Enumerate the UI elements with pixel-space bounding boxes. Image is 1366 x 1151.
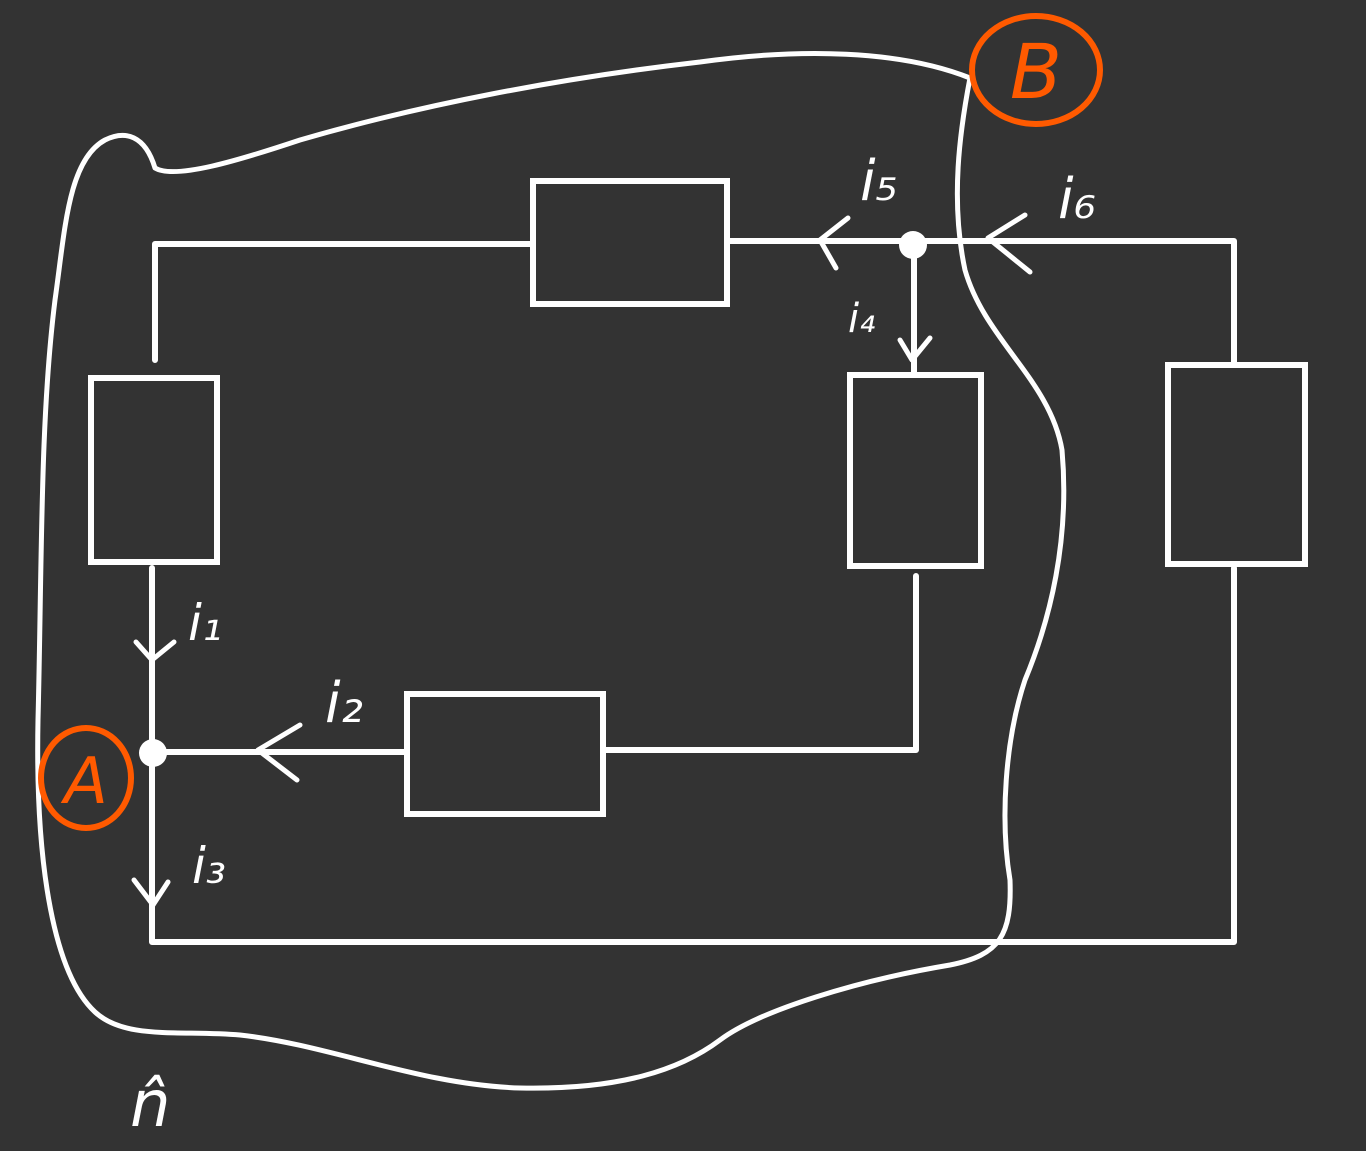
current-label-i5: i₅ (860, 149, 898, 214)
junction-node-a (139, 739, 167, 767)
arrow-i3 (131, 877, 171, 908)
arrow-i6 (985, 212, 1033, 275)
wire-top-right (725, 238, 1237, 365)
node-label-b: B (1010, 27, 1062, 116)
current-label-i6: i₆ (1058, 167, 1096, 232)
node-label-a: A (60, 745, 108, 819)
current-label-i3: i₃ (192, 837, 226, 895)
node-marker-circle-a (38, 725, 134, 831)
current-label-i1: i₁ (188, 594, 222, 652)
resistor-bottom (404, 691, 606, 817)
arrow-i4 (897, 335, 933, 363)
arrow-i5 (817, 215, 851, 271)
arrow-i2 (255, 722, 303, 783)
current-label-i2: i₂ (325, 671, 363, 736)
resistor-middle-right (847, 372, 984, 569)
resistor-left (88, 375, 220, 565)
node-marker-circle-b (969, 13, 1103, 127)
normal-vector-label: n̂ (130, 1068, 171, 1142)
gaussian-surface-boundary (35, 51, 1067, 1091)
resistor-far-right (1165, 362, 1308, 567)
wire-bottom-right-branch (602, 573, 919, 753)
junction-node-b (899, 231, 927, 259)
wire-top-left (152, 241, 533, 363)
resistor-top (530, 178, 730, 307)
arrow-i1 (133, 639, 177, 663)
current-label-i4: i₄ (848, 296, 875, 342)
